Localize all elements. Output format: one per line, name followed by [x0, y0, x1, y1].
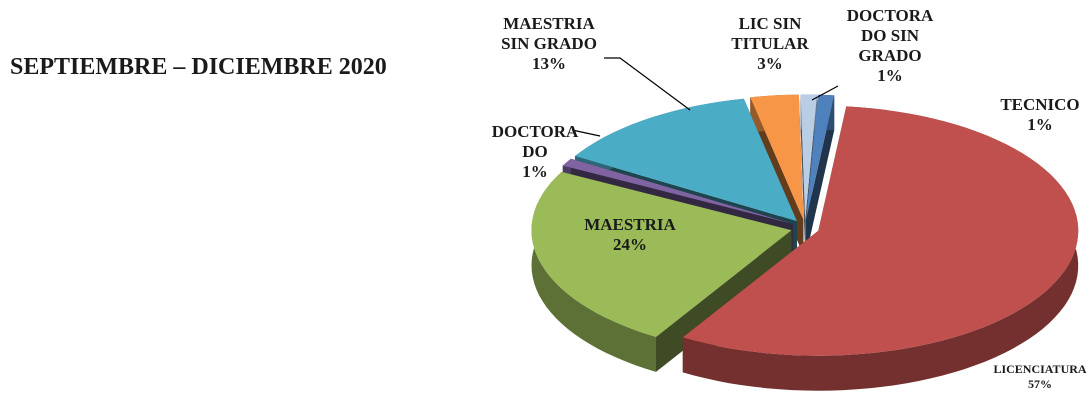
- slice: [682, 106, 1079, 391]
- slice: [800, 94, 817, 220]
- slice-wall: [806, 95, 835, 255]
- value-label: 1%: [877, 66, 903, 85]
- slice: [806, 94, 835, 220]
- category-label: TECNICO: [1000, 95, 1080, 114]
- slice-label: MAESTRIA 24%: [570, 215, 690, 255]
- slice-wall: [800, 94, 806, 255]
- value-label: 24%: [613, 235, 647, 254]
- slice-label: LICENCIATURA 57%: [980, 362, 1090, 392]
- category-label: LICENCIATURA: [993, 362, 1087, 376]
- category-label: DOCTORA DO: [491, 122, 579, 161]
- value-label: 1%: [522, 162, 548, 181]
- value-label: 3%: [757, 54, 783, 73]
- slice-label: DOCTORA DO SIN GRADO 1%: [840, 6, 940, 86]
- slice: [750, 94, 804, 220]
- slice-label: LIC SIN TITULAR 3%: [730, 14, 810, 74]
- slice-label: TECNICO 1%: [990, 95, 1090, 135]
- pie: [531, 94, 1079, 391]
- category-label: LIC SIN TITULAR: [731, 14, 809, 53]
- value-label: 57%: [1028, 377, 1052, 391]
- slice: [531, 171, 792, 337]
- value-label: 1%: [1027, 115, 1053, 134]
- slice: [562, 158, 793, 224]
- leader-line: [571, 129, 601, 137]
- slice: [682, 106, 1079, 356]
- category-label: DOCTORA DO SIN GRADO: [846, 6, 934, 65]
- slice-label: DOCTORA DO 1%: [490, 122, 580, 182]
- slice-label: MAESTRIA SIN GRADO 13%: [494, 14, 604, 74]
- category-label: MAESTRIA: [584, 215, 676, 234]
- chart-title: SEPTIEMBRE – DICIEMBRE 2020: [10, 54, 387, 80]
- slice: [575, 98, 797, 222]
- slice-side: [531, 171, 656, 372]
- category-label: MAESTRIA SIN GRADO: [501, 14, 597, 53]
- value-label: 13%: [532, 54, 566, 73]
- leader-line: [604, 57, 691, 111]
- slice: [806, 94, 835, 255]
- leader-line: [811, 85, 839, 101]
- slice-side: [682, 106, 1079, 391]
